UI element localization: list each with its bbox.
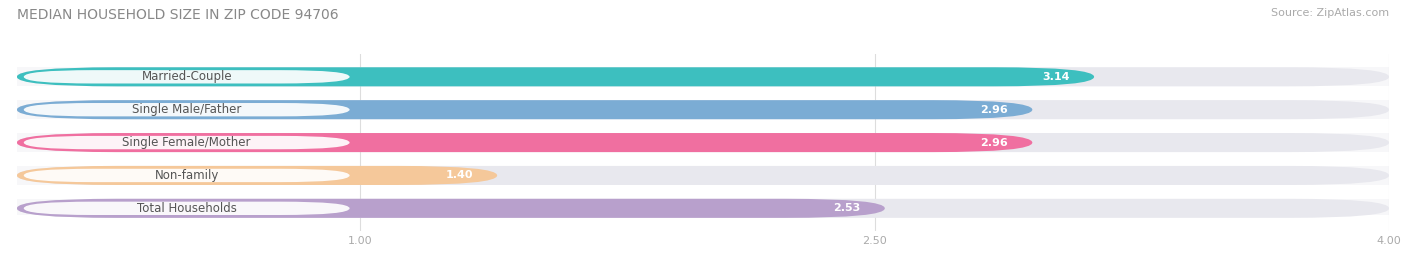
FancyBboxPatch shape [24, 70, 350, 83]
FancyBboxPatch shape [17, 199, 884, 218]
Text: Single Female/Mother: Single Female/Mother [122, 136, 250, 149]
FancyBboxPatch shape [24, 202, 350, 215]
Bar [17, 54, 1389, 67]
FancyBboxPatch shape [24, 169, 350, 182]
FancyBboxPatch shape [24, 136, 350, 149]
Bar [17, 185, 1389, 199]
Text: Source: ZipAtlas.com: Source: ZipAtlas.com [1271, 8, 1389, 18]
Text: 2.96: 2.96 [980, 105, 1008, 115]
FancyBboxPatch shape [17, 100, 1389, 119]
Text: Non-family: Non-family [155, 169, 219, 182]
Text: Total Households: Total Households [136, 202, 236, 215]
Text: 2.96: 2.96 [980, 137, 1008, 148]
FancyBboxPatch shape [24, 103, 350, 116]
Text: MEDIAN HOUSEHOLD SIZE IN ZIP CODE 94706: MEDIAN HOUSEHOLD SIZE IN ZIP CODE 94706 [17, 8, 339, 22]
Text: 1.40: 1.40 [446, 171, 474, 180]
Text: 3.14: 3.14 [1043, 72, 1070, 82]
FancyBboxPatch shape [17, 199, 1389, 218]
Bar [17, 86, 1389, 100]
FancyBboxPatch shape [17, 67, 1389, 86]
FancyBboxPatch shape [17, 67, 1094, 86]
Text: Single Male/Father: Single Male/Father [132, 103, 242, 116]
Text: 2.53: 2.53 [834, 203, 860, 213]
Text: Married-Couple: Married-Couple [142, 70, 232, 83]
Bar [17, 119, 1389, 133]
FancyBboxPatch shape [17, 133, 1032, 152]
FancyBboxPatch shape [17, 133, 1389, 152]
FancyBboxPatch shape [17, 166, 1389, 185]
Bar [17, 215, 1389, 231]
FancyBboxPatch shape [17, 100, 1032, 119]
Bar [17, 152, 1389, 166]
FancyBboxPatch shape [17, 166, 498, 185]
Bar [17, 54, 1389, 67]
